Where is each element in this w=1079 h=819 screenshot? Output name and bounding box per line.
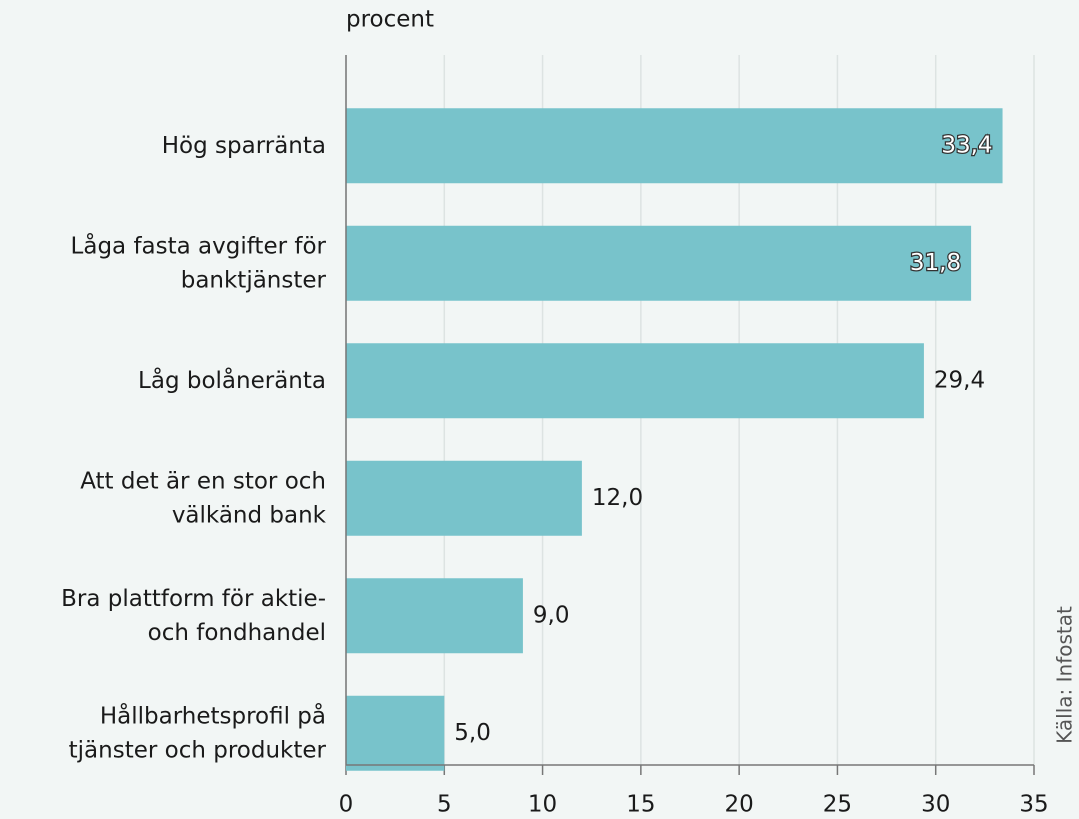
x-tick-label: 25 bbox=[823, 792, 852, 818]
x-tick-label: 15 bbox=[626, 792, 655, 818]
axis-unit-label: procent bbox=[346, 7, 434, 33]
value-label: 9,0 bbox=[533, 602, 570, 628]
x-tick-label: 5 bbox=[437, 792, 452, 818]
bar bbox=[346, 460, 582, 536]
bar bbox=[346, 108, 1003, 184]
category-label: Bra plattform för aktie-och fondhandel bbox=[61, 585, 326, 645]
bar bbox=[346, 343, 924, 419]
bar bbox=[346, 695, 445, 771]
bar bbox=[346, 578, 523, 654]
x-tick-label: 20 bbox=[725, 792, 754, 818]
bar bbox=[346, 225, 972, 301]
x-tick-label: 0 bbox=[339, 792, 354, 818]
x-tick-label: 10 bbox=[528, 792, 557, 818]
category-label: Låga fasta avgifter för banktjänster bbox=[71, 231, 327, 293]
value-label: 12,0 bbox=[592, 485, 643, 511]
source-note: Källa: Infostat bbox=[1053, 606, 1077, 744]
value-label: 29,4 bbox=[934, 367, 985, 393]
category-label: Att det är en stor och välkänd bank bbox=[80, 468, 326, 528]
value-label: 5,0 bbox=[454, 720, 491, 746]
x-tick-label: 35 bbox=[1019, 792, 1048, 818]
category-label: Låg bolåneränta bbox=[138, 365, 326, 393]
x-tick-label: 30 bbox=[921, 792, 950, 818]
value-label: 33,4 bbox=[941, 132, 992, 158]
value-label: 31,8 bbox=[910, 250, 961, 276]
category-label: Hållbarhetsprofil på tjänster och produkt… bbox=[69, 701, 327, 763]
category-label: Hög sparränta bbox=[162, 132, 326, 158]
